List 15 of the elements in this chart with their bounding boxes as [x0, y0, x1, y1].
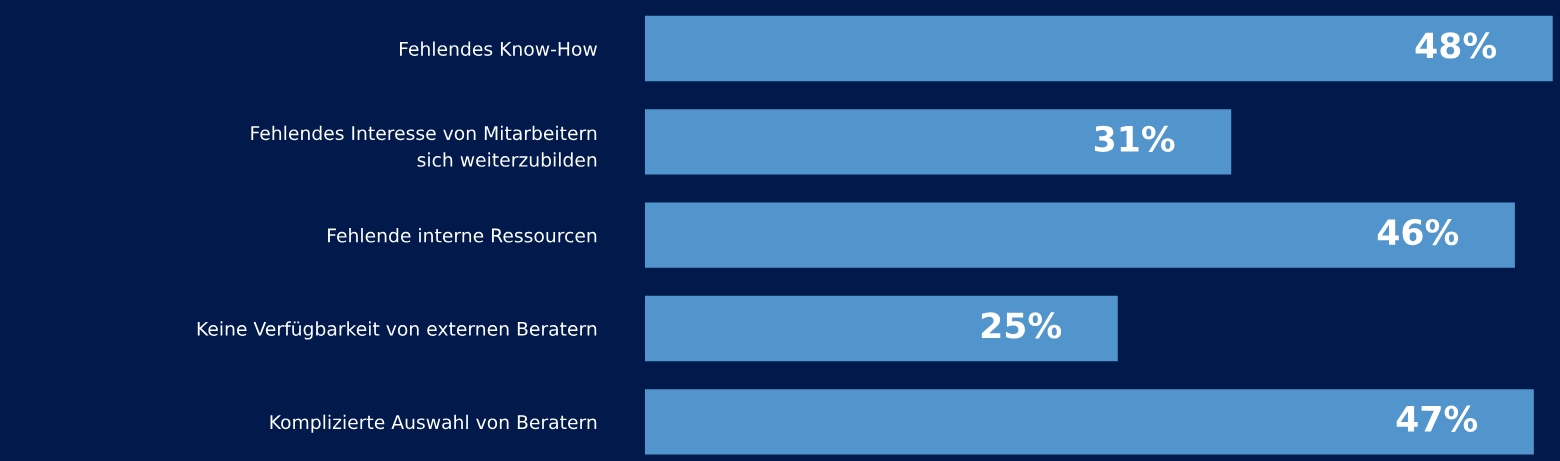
- data-label: 48%: [1415, 32, 1497, 59]
- y-tick-label: Keine Verfügbarkeit von externen Beratern: [197, 321, 597, 340]
- bar: [645, 202, 1515, 268]
- data-label: 47%: [1396, 405, 1478, 432]
- y-tick-label: Fehlende interne Ressourcen: [328, 228, 597, 243]
- y-tick-label: Komplizierte Auswahl von Beratern: [270, 414, 597, 433]
- data-label: 25%: [981, 312, 1062, 339]
- y-tick-label: Fehlendes Interesse von Mitarbeitern sich weiterzubilden: [251, 125, 597, 167]
- bar: [645, 15, 1553, 82]
- bar: [645, 295, 1118, 362]
- bar: [645, 109, 1232, 175]
- data-label: 31%: [1094, 125, 1175, 152]
- data-label: 46%: [1377, 218, 1459, 246]
- bar: [645, 389, 1534, 455]
- y-tick-label: Fehlendes Know-How: [399, 41, 597, 56]
